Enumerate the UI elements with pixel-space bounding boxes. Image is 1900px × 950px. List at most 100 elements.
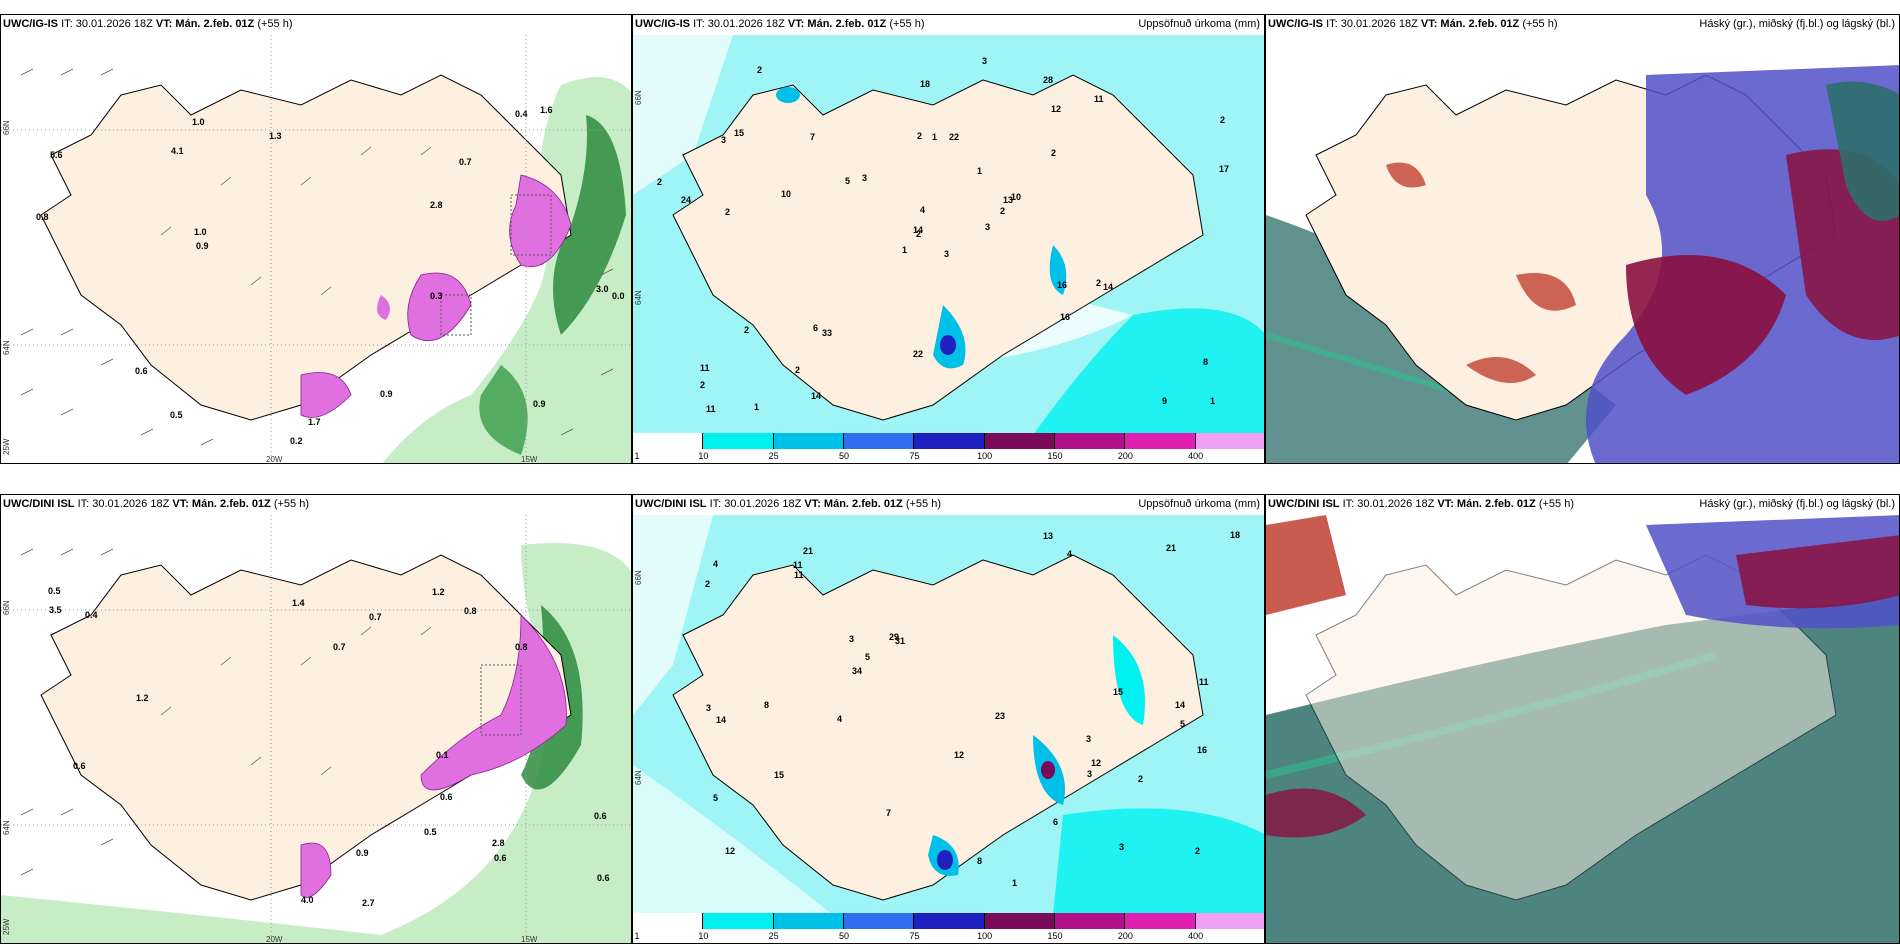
colorbar-label: 200 (1117, 931, 1133, 941)
map-value-label: 23 (995, 711, 1005, 721)
map-value-label: 0.6 (73, 761, 86, 771)
map-value-label: 2 (1096, 278, 1101, 288)
map-value-label: 2 (744, 325, 749, 335)
colorbar-swatch (703, 433, 774, 449)
colorbar-swatch (773, 913, 844, 929)
map-value-label: 13 (1003, 195, 1013, 205)
colorbar-swatch (633, 433, 704, 449)
colorbar-label: 1 (634, 931, 640, 941)
map-value-label: 4 (713, 559, 718, 569)
map-value-label: 14 (1175, 700, 1185, 710)
precip-title: Uppsöfnuð úrkoma (mm) (1138, 498, 1260, 510)
map-value-label: 8 (764, 700, 769, 710)
map-value-label: 3 (1086, 734, 1091, 744)
lat-label: 66N (634, 570, 643, 585)
panel-header: UWC/DINI ISL IT: 30.01.2026 18Z VT: Mán.… (635, 498, 942, 510)
map-value-label: 5.6 (50, 150, 63, 160)
wind-value-labels: 0.7 0.6 0.5 0.8 4.0 1.4 2.7 1.2 1.2 0.6 2.8 0.7 0.1 0… (2, 586, 610, 944)
map-value-label: 8 (977, 856, 982, 866)
lat-label: 64N (634, 770, 643, 785)
lat-label: 25W (2, 918, 11, 935)
map-value-label: 11 (706, 404, 716, 414)
map-value-label: 21 (803, 546, 813, 556)
map-value-label: 4 (920, 205, 925, 215)
wind-panel-top: UWC/IG-IS IT: 30.01.2026 18Z VT: Mán. 2.… (0, 14, 632, 464)
map-value-label: 7 (886, 808, 891, 818)
colorbar-swatch (633, 913, 704, 929)
map-value-label: 3 (985, 222, 990, 232)
map-value-label: 31 (895, 636, 905, 646)
map-value-label: 15 (774, 770, 784, 780)
map-value-label: 33 (822, 328, 832, 338)
panel-header: UWC/DINI ISL IT: 30.01.2026 18Z VT: Mán.… (3, 498, 310, 510)
map-value-label: 4 (1067, 549, 1072, 559)
map-value-label: 2 (1051, 148, 1056, 158)
map-value-label: 12 (954, 750, 964, 760)
map-value-label: 3.5 (49, 605, 62, 615)
map-value-label: 1.6 (540, 105, 553, 115)
precip-map: 3512213135431234271112232915182134161311… (633, 515, 1264, 915)
wind-barbs (20, 68, 614, 446)
map-value-label: 22 (913, 349, 923, 359)
map-value-label: 11 (1199, 677, 1209, 687)
map-value-label: 1 (754, 402, 759, 412)
colorbar-swatch (1055, 433, 1126, 449)
map-value-label: 0.9 (380, 389, 393, 399)
wind-map: 0.7 0.6 0.5 0.8 4.0 1.4 2.7 1.2 1.2 0.6 2.8 0.7 0.1 0… (1, 515, 631, 944)
colorbar-swatch (1195, 433, 1264, 449)
map-value-label: 2 (916, 229, 921, 239)
map-value-label: 5 (845, 176, 850, 186)
map-value-label: 0.7 (369, 612, 382, 622)
colorbar-label: 100 (977, 451, 993, 461)
map-value-label: 5 (713, 793, 718, 803)
map-value-label: 0.6 (594, 811, 607, 821)
map-value-label: 21 (1166, 543, 1176, 553)
map-value-label: 3 (706, 703, 711, 713)
precip-panel-top: UWC/IG-IS IT: 30.01.2026 18Z VT: Mán. 2.… (632, 14, 1265, 464)
map-value-label: 1 (932, 132, 937, 142)
map-value-label: 2 (1220, 115, 1225, 125)
map-value-label: 1 (902, 245, 907, 255)
map-value-label: 6 (813, 323, 818, 333)
colorbar-label: 150 (1047, 931, 1063, 941)
map-value-label: 6 (1053, 817, 1058, 827)
map-value-label: 2.7 (362, 898, 375, 908)
map-value-label: 1 (1210, 396, 1215, 406)
colorbar-label: 25 (768, 451, 779, 461)
map-value-label: 4 (837, 714, 842, 724)
map-value-label: 3 (1087, 769, 1092, 779)
map-value-label: 16 (1057, 280, 1067, 290)
colorbar-swatch (984, 433, 1055, 449)
map-value-label: 13 (1043, 531, 1053, 541)
colorbar-label: 50 (838, 451, 850, 461)
map-value-label: 1.3 (269, 131, 282, 141)
cloud-panel-bottom: UWC/DINI ISL IT: 30.01.2026 18Z VT: Mán.… (1265, 494, 1900, 944)
map-value-label: 0.3 (430, 291, 443, 301)
map-value-label: 14 (811, 391, 821, 401)
map-value-label: 0.5 (48, 586, 61, 596)
panel-header: UWC/IG-IS IT: 30.01.2026 18Z VT: Mán. 2.… (3, 18, 293, 30)
cloud-title: Háský (gr.), miðský (fj.bl.) og lágský (… (1699, 18, 1895, 30)
lon-label: 20W (266, 935, 283, 944)
map-value-label: 0.7 (333, 642, 346, 652)
lon-label: 15W (521, 455, 538, 464)
lat-label: 25W (2, 438, 11, 455)
map-value-label: 0.8 (515, 642, 528, 652)
map-value-label: 2 (657, 177, 662, 187)
precip-value-labels: 3321113332822123212212121232211014151824… (634, 56, 1229, 414)
lat-label: 66N (634, 90, 643, 105)
map-value-label: 0.6 (440, 792, 453, 802)
map-value-label: 18 (920, 79, 930, 89)
colorbar-label: 400 (1188, 451, 1204, 461)
map-value-label: 12 (725, 846, 735, 856)
colorbar-label: 75 (909, 451, 920, 461)
map-value-label: 18 (1230, 530, 1240, 540)
colorbar-swatch (984, 913, 1055, 929)
lat-label: 64N (2, 340, 11, 355)
map-value-label: 3.0 (596, 284, 609, 294)
map-value-label: 2.8 (492, 838, 505, 848)
map-value-label: 4.1 (171, 146, 184, 156)
map-value-label: 0.1 (436, 750, 449, 760)
cloud-panel-top: UWC/IG-IS IT: 30.01.2026 18Z VT: Mán. 2.… (1265, 14, 1900, 464)
wind-barbs (20, 548, 432, 876)
